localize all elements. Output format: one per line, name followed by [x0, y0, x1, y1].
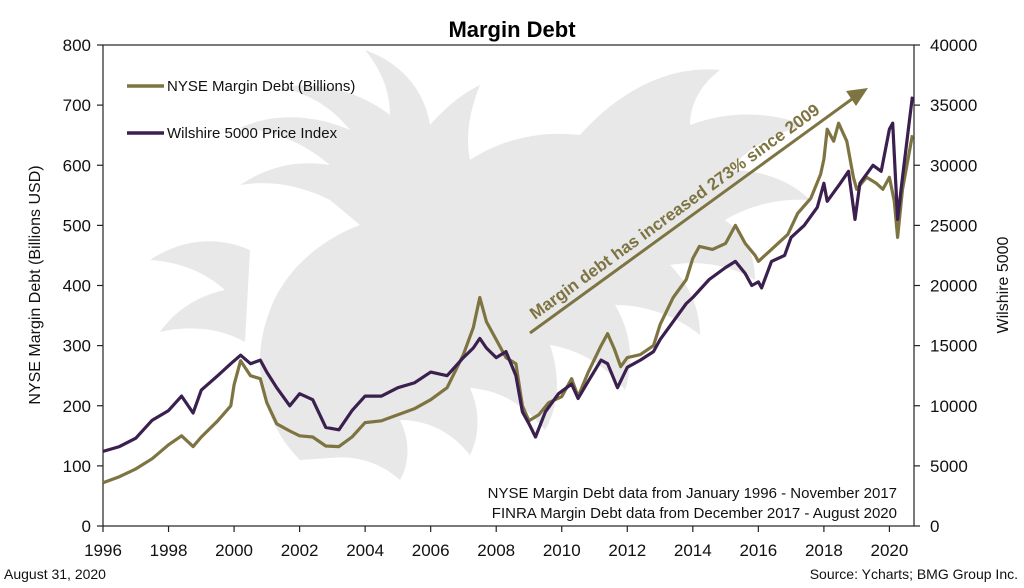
x-tick-label: 2016 — [739, 541, 777, 560]
x-tick-label: 1998 — [150, 541, 188, 560]
x-tick-label: 2006 — [412, 541, 450, 560]
x-tick-label: 2014 — [674, 541, 712, 560]
footer-date: August 31, 2020 — [4, 566, 106, 582]
right-tick-label: 40000 — [930, 36, 977, 55]
right-tick-label: 15000 — [930, 337, 977, 356]
right-tick-label: 10000 — [930, 397, 977, 416]
right-tick-label: 35000 — [930, 96, 977, 115]
series-wilshire-line — [102, 96, 914, 453]
x-tick-label: 2018 — [805, 541, 843, 560]
right-tick-label: 5000 — [930, 457, 968, 476]
note-nyse-data-range: NYSE Margin Debt data from January 1996 … — [488, 485, 897, 502]
x-axis-ticks: 1996 1998 2000 2002 2004 2006 2008 2010 2012 2014… — [84, 526, 908, 560]
left-axis-ticks: 0 100 200 300 400 500 600 700 800 — [63, 36, 103, 536]
left-tick-label: 300 — [63, 337, 91, 356]
footer-source: Source: Ycharts; BMG Group Inc. — [810, 566, 1018, 582]
left-tick-label: 0 — [82, 517, 91, 536]
right-tick-label: 20000 — [930, 277, 977, 296]
left-tick-label: 500 — [63, 216, 91, 235]
growth-arrow-shaft — [529, 97, 853, 335]
x-tick-label: 2020 — [871, 541, 909, 560]
x-tick-label: 1996 — [84, 541, 122, 560]
right-axis-ticks: 0 5000 10000 15000 20000 25000 30000 35000 40000 — [914, 36, 977, 536]
bmg-watermark-logo — [150, 50, 810, 480]
left-tick-label: 800 — [63, 36, 91, 55]
left-tick-label: 700 — [63, 96, 91, 115]
right-tick-label: 0 — [930, 517, 939, 536]
note-finra-data-range: FINRA Margin Debt data from December 201… — [492, 505, 897, 522]
right-axis-title: Wilshire 5000 — [995, 236, 1012, 333]
right-tick-label: 25000 — [930, 216, 977, 235]
x-tick-label: 2002 — [281, 541, 319, 560]
left-tick-label: 200 — [63, 397, 91, 416]
x-tick-label: 2008 — [477, 541, 515, 560]
x-tick-label: 2004 — [346, 541, 384, 560]
x-tick-label: 2012 — [608, 541, 646, 560]
chart-title: Margin Debt — [448, 17, 576, 42]
left-tick-label: 400 — [63, 277, 91, 296]
left-tick-label: 100 — [63, 457, 91, 476]
x-tick-label: 2000 — [215, 541, 253, 560]
x-tick-label: 2010 — [543, 541, 581, 560]
legend-label-wilshire: Wilshire 5000 Price Index — [167, 125, 338, 142]
legend-label-margin-debt: NYSE Margin Debt (Billions) — [167, 78, 355, 95]
right-tick-label: 30000 — [930, 156, 977, 175]
left-tick-label: 600 — [63, 156, 91, 175]
left-axis-title: NYSE Margin Debt (Billions USD) — [27, 165, 44, 404]
growth-arrow-head — [846, 88, 868, 106]
legend: NYSE Margin Debt (Billions) Wilshire 500… — [127, 78, 355, 142]
